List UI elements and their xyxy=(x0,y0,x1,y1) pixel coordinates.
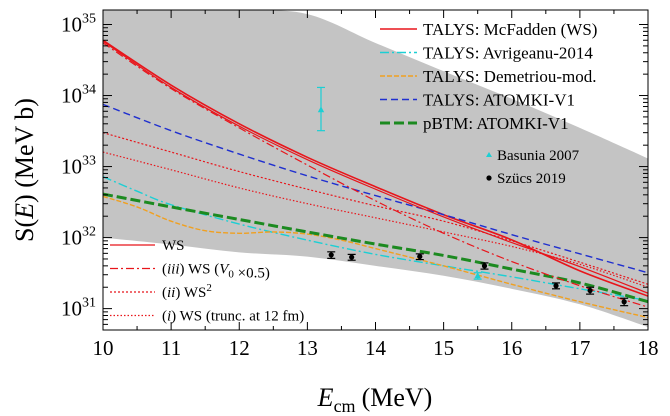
series-line-talys-demetriou-mod xyxy=(103,195,648,319)
svg-text:Szücs 2019: Szücs 2019 xyxy=(497,171,566,187)
series-line-talys-atomki-v1 xyxy=(103,103,648,274)
svg-text:TALYS: McFadden (WS): TALYS: McFadden (WS) xyxy=(423,20,597,39)
svg-text:(i) WS (trunc. at 12 fm): (i) WS (trunc. at 12 fm) xyxy=(162,309,304,325)
svg-text:TALYS: Demetriou-mod.: TALYS: Demetriou-mod. xyxy=(423,67,597,86)
legend-item-basunia-2007: Basunia 2007 xyxy=(486,148,580,164)
legend-item-pbtm-atomki-v1: pBTM: ATOMKI-V1 xyxy=(380,114,569,133)
x-axis-label: Ecm (MeV) xyxy=(317,383,433,416)
series-line-talys-mcfadden-ws xyxy=(103,39,648,297)
y-tick-label: 1034 xyxy=(61,83,96,108)
data-point-sz-cs-2019 xyxy=(480,262,489,270)
y-tick-label: 1033 xyxy=(61,154,96,179)
data-point-sz-cs-2019 xyxy=(620,297,629,307)
series-line-talys-avrigeanu-2014 xyxy=(103,176,648,302)
legend-item-i-ws-trunc-at-12-fm: (i) WS (trunc. at 12 fm) xyxy=(110,309,304,325)
legend-item-talys-avrigeanu-2014: TALYS: Avrigeanu-2014 xyxy=(380,44,593,63)
data-point-basunia-2007 xyxy=(317,86,325,132)
y-axis-label: S(E) (MeV b) xyxy=(10,98,39,242)
svg-text:(ii) WS2: (ii) WS2 xyxy=(162,282,212,301)
data-point-sz-cs-2019 xyxy=(327,251,336,259)
x-tick-label: 15 xyxy=(433,336,454,360)
svg-text:(iii) WS (V0 ×0.5): (iii) WS (V0 ×0.5) xyxy=(162,262,270,282)
x-tick-label: 10 xyxy=(93,336,114,360)
legend-item-talys-demetriou-mod: TALYS: Demetriou-mod. xyxy=(380,67,597,86)
x-tick-label: 12 xyxy=(229,336,250,360)
x-tick-label: 14 xyxy=(365,336,387,360)
legend-item-ws: WS xyxy=(110,238,185,254)
uncertainty-band xyxy=(103,10,648,328)
data-point-sz-cs-2019 xyxy=(586,286,595,295)
svg-text:WS: WS xyxy=(162,238,185,254)
data-point-sz-cs-2019 xyxy=(552,282,561,290)
x-tick-label: 16 xyxy=(501,336,522,360)
series-line-ii-ws2 xyxy=(103,132,648,285)
svg-text:TALYS: ATOMKI-V1: TALYS: ATOMKI-V1 xyxy=(423,91,575,110)
legend-item-ii-ws2: (ii) WS2 xyxy=(110,282,212,301)
x-tick-label: 17 xyxy=(569,336,590,360)
svg-text:Basunia 2007: Basunia 2007 xyxy=(497,148,580,164)
data-point-basunia-2007 xyxy=(473,272,482,280)
x-tick-label: 13 xyxy=(297,336,318,360)
data-point-sz-cs-2019 xyxy=(415,253,424,261)
svg-text:TALYS: Avrigeanu-2014: TALYS: Avrigeanu-2014 xyxy=(423,44,593,63)
svg-text:pBTM: ATOMKI-V1: pBTM: ATOMKI-V1 xyxy=(423,114,569,133)
x-tick-label: 18 xyxy=(638,336,659,360)
legend-item-talys-mcfadden-ws: TALYS: McFadden (WS) xyxy=(380,20,597,39)
x-tick-label: 11 xyxy=(161,336,181,360)
legend-item-talys-atomki-v1: TALYS: ATOMKI-V1 xyxy=(380,91,575,110)
series-line-i-ws-trunc-at-12-fm xyxy=(103,151,648,288)
y-tick-label: 1032 xyxy=(61,225,96,250)
data-point-sz-cs-2019 xyxy=(347,253,356,261)
y-tick-label: 1031 xyxy=(61,296,96,321)
series-line-ws xyxy=(103,40,648,294)
y-tick-label: 1035 xyxy=(61,11,96,36)
series-line-iii-ws-v0-0-5 xyxy=(103,42,648,308)
legend-item-iii-ws-v0-0-5: (iii) WS (V0 ×0.5) xyxy=(110,262,270,282)
legend-item-sz-cs-2019: Szücs 2019 xyxy=(486,171,566,187)
